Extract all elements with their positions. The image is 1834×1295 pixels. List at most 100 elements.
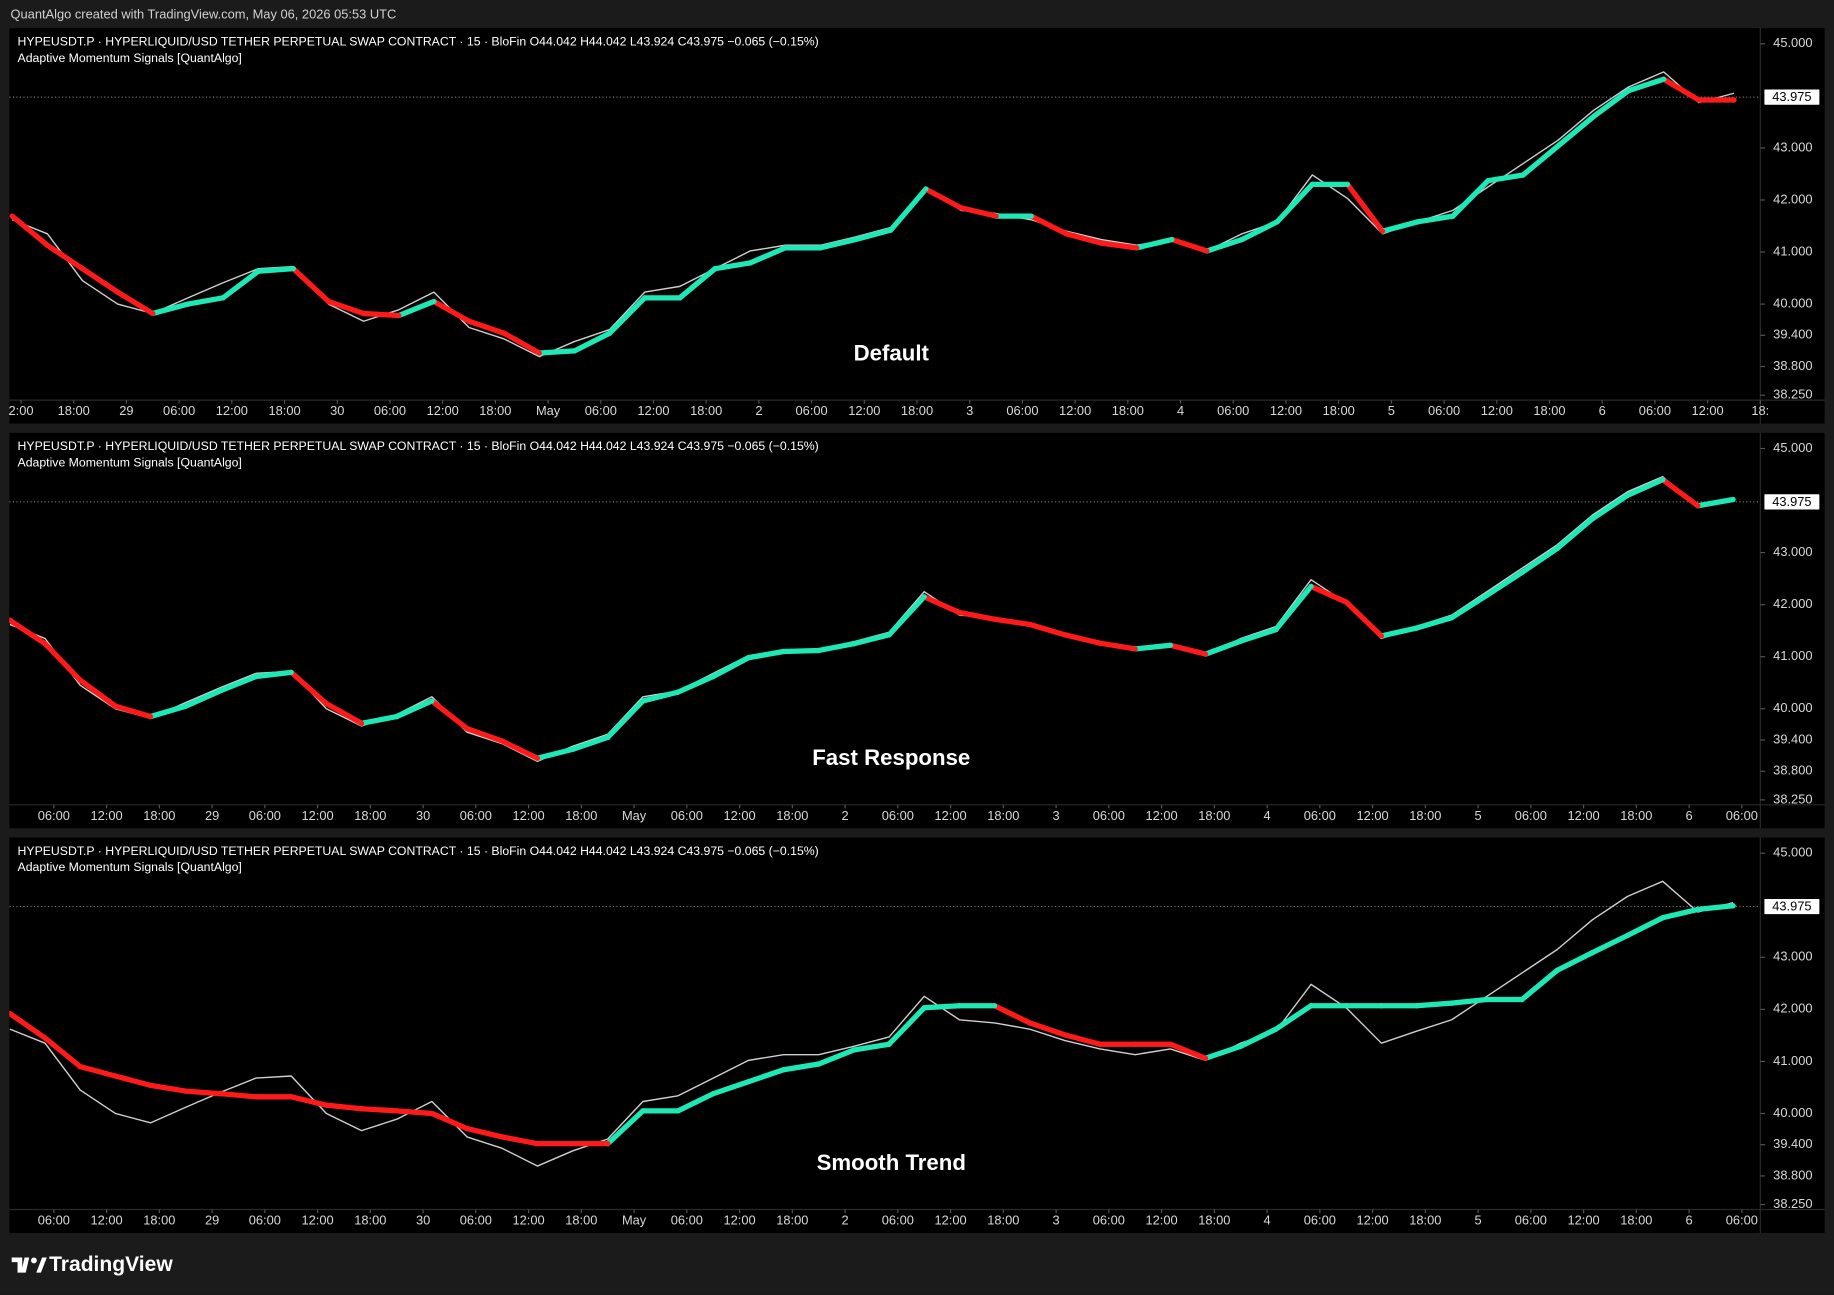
signal-point xyxy=(991,616,998,622)
y-tick-label: 43.000 xyxy=(1773,544,1812,559)
signal-segment xyxy=(1485,172,1526,184)
signal-segment xyxy=(1273,1003,1314,1032)
signal-segment xyxy=(1449,592,1490,621)
x-tick-label: 2 xyxy=(842,808,849,823)
panel-background xyxy=(9,28,1825,424)
plot-area xyxy=(9,880,1761,1167)
chart-subtitle: Adaptive Momentum Signals [QuantAlgo] xyxy=(18,51,242,65)
last-price-label: 43.975 xyxy=(1772,89,1811,104)
signal-segment xyxy=(147,1082,189,1094)
signal-point xyxy=(1273,627,1279,633)
signal-point xyxy=(1132,646,1138,652)
signal-segment xyxy=(1484,569,1525,598)
signal-segment xyxy=(1624,477,1666,498)
x-tick-label: 6 xyxy=(1686,1213,1693,1228)
signal-segment xyxy=(1062,1032,1103,1047)
signal-segment xyxy=(851,632,892,647)
signal-point xyxy=(112,703,119,709)
x-tick-label: 29 xyxy=(205,1213,219,1228)
signal-point xyxy=(288,1094,294,1100)
signal-point xyxy=(1062,632,1068,638)
y-tick-label: 41.000 xyxy=(1773,243,1812,258)
y-tick-label: 40.000 xyxy=(1773,1105,1812,1120)
y-tick-label: 39.400 xyxy=(1773,1136,1812,1151)
plot-area xyxy=(9,475,1761,763)
signal-point xyxy=(466,318,472,324)
x-tick-label: 30 xyxy=(416,808,430,823)
y-tick-label: 45.000 xyxy=(1773,35,1812,50)
x-tick-label: 18:00 xyxy=(268,403,300,418)
signal-point xyxy=(956,1003,963,1009)
signal-point xyxy=(606,330,613,336)
signal-point xyxy=(429,1110,435,1117)
signal-segment xyxy=(1063,231,1105,246)
signal-point xyxy=(1308,583,1314,590)
y-tick-label: 38.800 xyxy=(1773,1167,1812,1182)
x-tick-label: 18:00 xyxy=(565,808,597,823)
signal-point xyxy=(640,698,646,704)
signal-point xyxy=(816,1061,822,1067)
x-tick-label: 06:00 xyxy=(249,808,281,823)
x-tick-label: 12:00 xyxy=(302,808,334,823)
signal-segment xyxy=(747,245,788,266)
signal-point xyxy=(710,673,716,680)
signal-point xyxy=(1590,114,1597,120)
signal-point xyxy=(1624,492,1631,498)
signal-segment xyxy=(571,330,613,354)
signal-segment xyxy=(1098,240,1140,251)
x-tick-label: 06:00 xyxy=(163,403,195,418)
signal-segment xyxy=(1554,949,1596,973)
signal-point xyxy=(1238,1043,1244,1049)
chart-title: HYPEUSDT.P · HYPERLIQUID/USD TETHER PERP… xyxy=(18,844,819,858)
signal-point xyxy=(394,1108,400,1114)
signal-segment xyxy=(501,330,542,356)
signal-segment xyxy=(1344,181,1386,234)
x-tick-label: 18:00 xyxy=(1323,403,1355,418)
signal-point xyxy=(499,738,505,744)
signal-point xyxy=(394,713,400,720)
x-tick-label: 18:00 xyxy=(1198,1213,1230,1228)
x-tick-label: 12:00 xyxy=(1568,808,1600,823)
signal-segment xyxy=(606,295,648,336)
x-tick-label: 12:00 xyxy=(935,1213,967,1228)
signal-segment xyxy=(1590,88,1632,120)
x-tick-label: 06:00 xyxy=(882,1213,914,1228)
signal-point xyxy=(1695,906,1701,913)
x-tick-label: 12:00 xyxy=(1692,403,1724,418)
signal-point xyxy=(1167,1041,1174,1047)
signal-segment xyxy=(956,609,998,622)
signal-point xyxy=(1449,615,1455,621)
signal-point xyxy=(816,647,822,654)
x-tick-label: 18:00 xyxy=(987,808,1019,823)
signal-point xyxy=(1239,236,1245,243)
signal-segment xyxy=(1589,932,1631,956)
chart-title: HYPEUSDT.P · HYPERLIQUID/USD TETHER PERP… xyxy=(18,439,819,453)
signal-point xyxy=(1519,996,1525,1003)
signal-point xyxy=(325,298,332,305)
signal-point xyxy=(1555,143,1561,149)
signal-point xyxy=(677,295,683,301)
signal-point xyxy=(9,1010,13,1017)
signal-point xyxy=(253,673,259,680)
signal-segment xyxy=(360,310,402,319)
header-text: QuantAlgo created with TradingView.com, … xyxy=(11,7,397,22)
signal-point xyxy=(958,205,964,211)
signal-point xyxy=(1379,228,1386,234)
signal-point xyxy=(1554,545,1560,552)
x-tick-label: 12:00 xyxy=(302,1213,334,1228)
signal-segment xyxy=(1554,516,1596,552)
signal-segment xyxy=(150,301,191,317)
x-tick-label: 3 xyxy=(1053,808,1060,823)
signal-segment xyxy=(1028,213,1069,237)
signal-segment xyxy=(1519,967,1560,1003)
chart-subtitle: Adaptive Momentum Signals [QuantAlgo] xyxy=(18,456,242,470)
signal-point xyxy=(817,245,824,251)
x-tick-label: 18:00 xyxy=(690,403,722,418)
signal-segment xyxy=(220,268,261,301)
signal-point xyxy=(464,1125,470,1132)
last-price-label: 43.975 xyxy=(1772,494,1811,509)
signal-segment xyxy=(1027,1020,1068,1038)
signal-point xyxy=(9,213,15,219)
signal-point xyxy=(1730,903,1736,909)
signal-point xyxy=(501,330,507,336)
